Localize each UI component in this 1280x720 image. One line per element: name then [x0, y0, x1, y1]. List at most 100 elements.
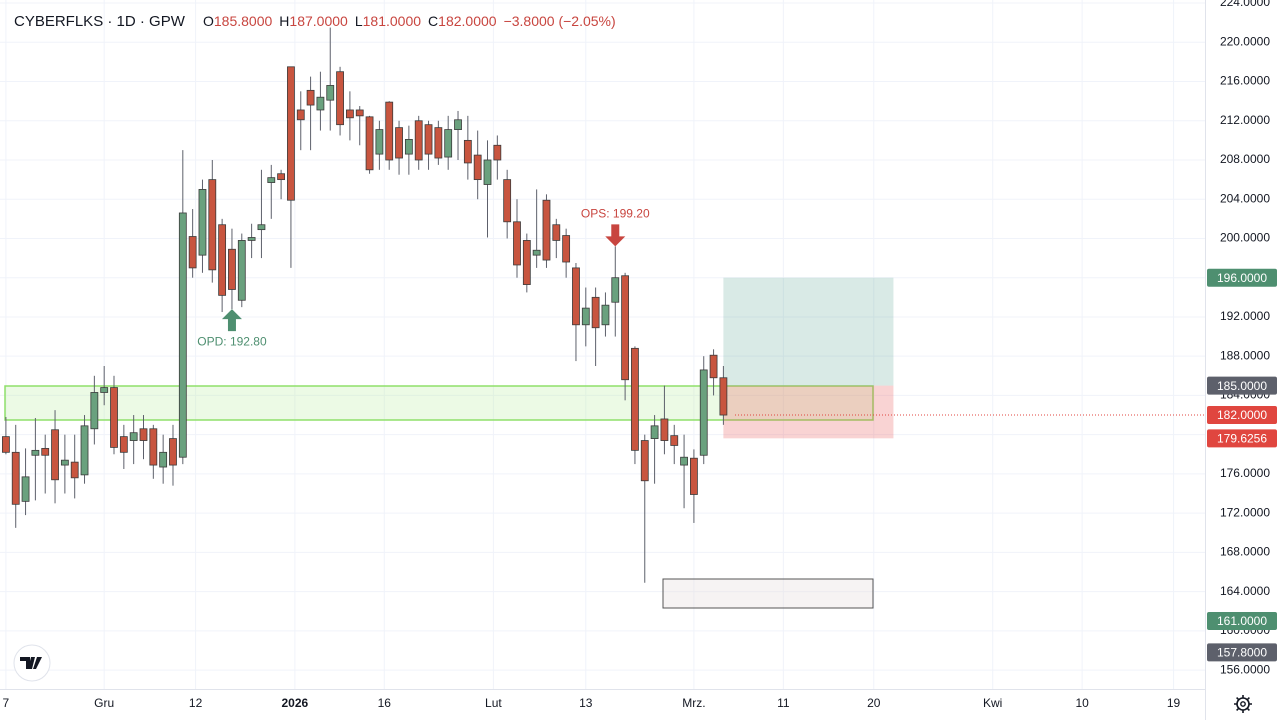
candle-body [306, 89, 315, 106]
candle-body [473, 154, 482, 181]
candle-body [493, 144, 502, 161]
candle-body [699, 369, 708, 456]
candle-body [404, 138, 413, 155]
change: −3.8000 (−2.05%) [504, 13, 616, 29]
candle-body [228, 248, 236, 290]
candle-body [454, 119, 462, 130]
candle-body [149, 428, 158, 466]
candle-body [542, 199, 551, 261]
x-tick-label: Lut [485, 696, 502, 710]
candle-body [375, 129, 384, 155]
candle-body [41, 447, 50, 456]
candle-body [247, 237, 256, 241]
candle-body [434, 127, 443, 159]
candle-body [287, 66, 295, 201]
candle-body [650, 425, 659, 439]
candle-body [532, 249, 541, 256]
candle-body [296, 109, 305, 121]
ohlc-value: 182.0000 [438, 13, 497, 29]
support-zone [4, 385, 874, 421]
tv-logo [13, 644, 51, 682]
candle-body [277, 173, 286, 181]
price-label-bg [1207, 406, 1277, 425]
x-tick-label: Mrz. [682, 696, 705, 710]
candle-body [719, 377, 728, 416]
annotation-label: OPD: 192.80 [197, 334, 267, 348]
axes: 156.0000160.0000164.0000168.0000172.0000… [3, 0, 1277, 710]
y-tick-label: 188.0000 [1220, 348, 1270, 362]
candle-body [11, 451, 20, 505]
x-tick-label: 2026 [282, 696, 309, 710]
x-tick-label: 13 [579, 696, 593, 710]
candle-body [660, 418, 669, 441]
candle-body [257, 224, 266, 231]
ohlc-key: O [203, 13, 214, 29]
candle-body [237, 240, 246, 301]
candle-body [365, 116, 374, 171]
price-label: 182.0000 [1217, 408, 1267, 422]
settings-icon[interactable] [1234, 695, 1252, 713]
candle-body [51, 429, 59, 481]
x-tick-label: 20 [867, 696, 881, 710]
x-tick-label: Gru [94, 696, 114, 710]
candle-body [188, 236, 197, 269]
symbol: CYBERFLKS · 1D · GPW [14, 13, 186, 30]
target-area [723, 277, 894, 386]
price-label: 179.6256 [1217, 432, 1267, 446]
candle-body [424, 124, 433, 155]
candle-body [690, 457, 698, 495]
candle-body [1, 436, 10, 453]
annotation-label: OPS: 199.20 [581, 206, 650, 220]
candle-body [601, 304, 610, 326]
candle-body [100, 387, 109, 393]
candle-body [591, 296, 600, 329]
x-axis-bg [0, 690, 1205, 720]
candle-body [119, 436, 128, 453]
price-label: 185.0000 [1217, 379, 1267, 393]
y-tick-label: 216.0000 [1220, 74, 1270, 88]
y-tick-label: 168.0000 [1220, 545, 1270, 559]
y-tick-label: 172.0000 [1220, 505, 1270, 519]
y-tick-label: 156.0000 [1220, 662, 1270, 676]
y-tick-label: 220.0000 [1220, 34, 1270, 48]
price-label: 157.8000 [1217, 646, 1267, 660]
candle-body [346, 109, 354, 119]
x-tick-label: Kwi [983, 696, 1002, 710]
ohlc-value: 181.0000 [363, 13, 422, 29]
candle-body [336, 71, 344, 126]
arrow-up [221, 309, 242, 332]
price-label-bg [1207, 268, 1277, 287]
price-label-bg [1207, 429, 1277, 448]
ohlc-key: C [428, 13, 438, 29]
ohlc-value: 185.8000 [214, 13, 273, 29]
y-tick-label: 176.0000 [1220, 466, 1270, 480]
candle-body [80, 425, 89, 476]
candles [1, 27, 728, 583]
candle-body [385, 101, 394, 161]
annotations: OPD: 192.80 OPS: 199.20 [197, 206, 650, 348]
y-tick-label: 200.0000 [1220, 231, 1270, 245]
candle-body [178, 212, 187, 458]
candle-body [159, 451, 168, 468]
y-tick-label: 224.0000 [1220, 0, 1270, 9]
candle-body [562, 235, 571, 263]
candle-body [522, 240, 531, 285]
y-axis-bg [1205, 0, 1280, 720]
candle-body [355, 109, 364, 117]
candle-body [31, 449, 40, 456]
candle-body [326, 85, 335, 101]
candle-body [208, 179, 217, 271]
candle-body [581, 307, 590, 326]
candle-body [680, 456, 688, 466]
candle-body [670, 435, 679, 446]
candle-body [267, 177, 276, 183]
x-tick-label: 7 [3, 696, 10, 710]
ohlc-key: H [279, 13, 289, 29]
candle-body [621, 275, 630, 381]
x-tick-label: 11 [777, 696, 790, 710]
x-tick-label: 10 [1075, 696, 1089, 710]
candle-body [552, 224, 561, 241]
candle-body [395, 127, 403, 159]
